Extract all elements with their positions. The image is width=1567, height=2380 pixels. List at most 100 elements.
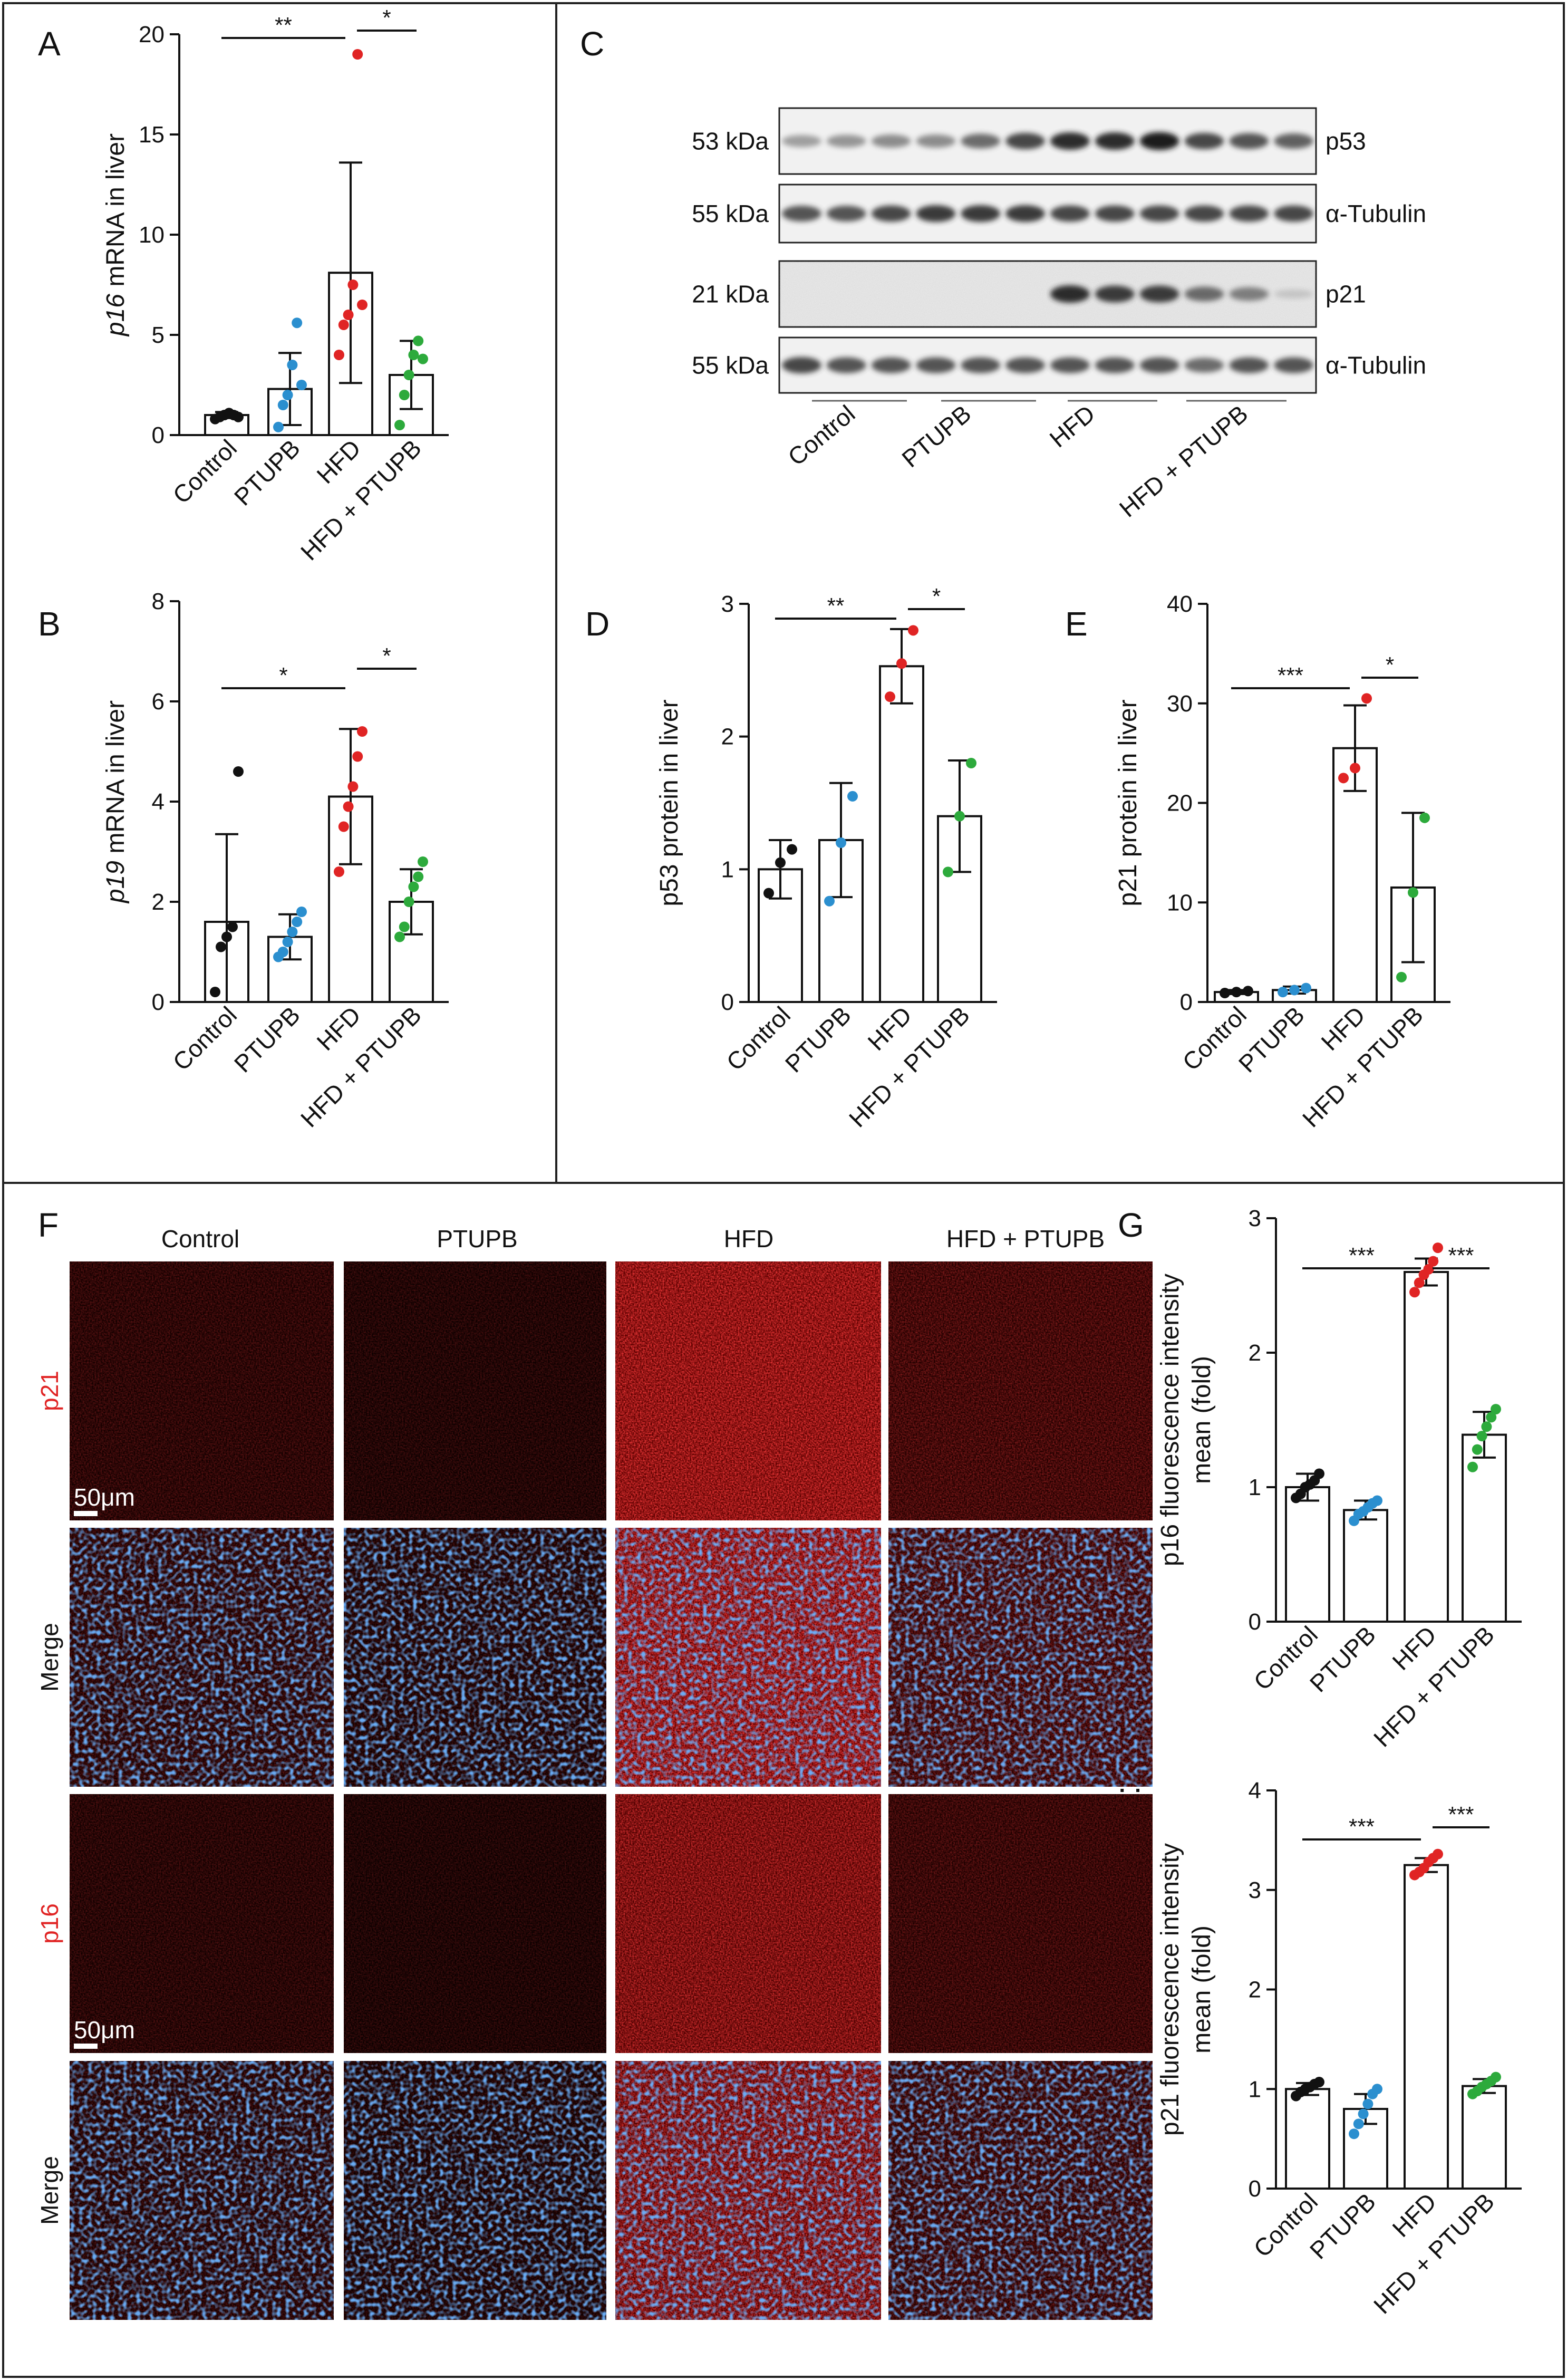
y-tick-label: 30 bbox=[1167, 691, 1193, 717]
blot-band bbox=[1050, 357, 1090, 373]
y-tick-label: 4 bbox=[1249, 1778, 1261, 1804]
blot-band bbox=[826, 206, 866, 221]
data-point bbox=[824, 895, 835, 907]
micrograph-frame bbox=[886, 1259, 1155, 1523]
significance-label: *** bbox=[1278, 663, 1303, 688]
micrograph-signal bbox=[887, 1260, 1154, 1521]
data-point bbox=[1419, 812, 1430, 823]
y-axis-label: p21 fluorescence intensity bbox=[1156, 1843, 1184, 2136]
data-point bbox=[343, 801, 354, 812]
data-point bbox=[357, 726, 367, 737]
data-point bbox=[1338, 773, 1349, 784]
y-axis-label-text: p53 protein in liver bbox=[655, 699, 683, 906]
molecular-weight-label: 55 kDa bbox=[692, 200, 769, 227]
data-point bbox=[216, 941, 226, 952]
scale-bar-label: 50μm bbox=[74, 2016, 135, 2044]
y-tick-label: 3 bbox=[1249, 1206, 1261, 1231]
data-point bbox=[287, 927, 298, 937]
x-tick-label: Control bbox=[167, 434, 242, 509]
data-point bbox=[334, 866, 344, 877]
data-point bbox=[394, 420, 405, 430]
protein-label: α-Tubulin bbox=[1326, 200, 1426, 227]
blot-band bbox=[1095, 285, 1135, 303]
blot-band bbox=[1139, 357, 1179, 373]
data-point bbox=[413, 335, 424, 346]
y-tick-label: 4 bbox=[152, 789, 165, 815]
data-point bbox=[413, 871, 424, 882]
micrograph-nuclei bbox=[69, 2060, 335, 2321]
y-tick-label: 8 bbox=[152, 589, 165, 614]
y-tick-label: 1 bbox=[721, 856, 734, 882]
y-tick-label: 2 bbox=[1249, 1977, 1261, 2003]
x-tick-label: HFD bbox=[311, 434, 366, 489]
data-point bbox=[343, 310, 354, 320]
micrograph-frame bbox=[613, 1792, 883, 2055]
data-point bbox=[943, 866, 953, 878]
data-point bbox=[408, 881, 419, 892]
blot-strip bbox=[778, 184, 1317, 244]
blot-band bbox=[871, 205, 911, 222]
data-point bbox=[1491, 1404, 1501, 1415]
micrograph-frame bbox=[342, 2059, 608, 2322]
data-point bbox=[338, 320, 349, 330]
blot-band bbox=[1050, 285, 1090, 303]
data-point bbox=[1220, 988, 1230, 999]
y-tick-label: 0 bbox=[152, 422, 165, 448]
data-point bbox=[221, 931, 232, 942]
data-point bbox=[836, 837, 846, 848]
micrograph-signal bbox=[69, 1260, 335, 1521]
micrograph-signal bbox=[343, 1260, 607, 1521]
column-label: HFD bbox=[724, 1225, 774, 1252]
x-tick-label: PTUPB bbox=[1304, 2188, 1381, 2264]
blot-band bbox=[1184, 205, 1224, 222]
blot-band bbox=[782, 135, 821, 147]
blot-band bbox=[1274, 133, 1313, 149]
blot-band bbox=[1095, 132, 1135, 150]
data-point bbox=[775, 857, 786, 868]
y-tick-label: 0 bbox=[721, 989, 734, 1015]
x-tick-label: PTUPB bbox=[1233, 1001, 1310, 1077]
data-point bbox=[1472, 1444, 1483, 1455]
data-point bbox=[1358, 2108, 1369, 2119]
data-point bbox=[277, 947, 288, 957]
micrograph-signal bbox=[343, 1793, 607, 2054]
blot-band bbox=[961, 205, 1001, 222]
bar-2 bbox=[1404, 1864, 1449, 2190]
data-point bbox=[352, 751, 363, 762]
blot-band bbox=[1005, 133, 1045, 149]
data-point bbox=[1314, 2077, 1324, 2088]
blot-band bbox=[782, 357, 821, 373]
scale-bar bbox=[74, 1511, 98, 1516]
blot-band bbox=[1050, 132, 1090, 150]
y-axis-label-text: mRNA in liver bbox=[102, 700, 130, 861]
scale-bar bbox=[74, 2044, 98, 2049]
significance-label: * bbox=[1386, 652, 1394, 677]
blot-band bbox=[1139, 132, 1179, 150]
significance-label: *** bbox=[1349, 1814, 1375, 1839]
data-point bbox=[1372, 2084, 1382, 2095]
data-point bbox=[1409, 1287, 1420, 1298]
blot-band bbox=[826, 134, 866, 148]
blot-band bbox=[1139, 205, 1179, 222]
y-axis-label-gene: p19 bbox=[102, 861, 130, 904]
blot-strip bbox=[778, 107, 1317, 175]
blot-band bbox=[871, 134, 911, 148]
micrograph-frame bbox=[342, 1526, 608, 1789]
bar-3 bbox=[1462, 2085, 1507, 2190]
data-point bbox=[1396, 971, 1407, 982]
significance-label: * bbox=[279, 663, 287, 688]
data-point bbox=[418, 353, 428, 364]
y-tick-label: 0 bbox=[152, 989, 165, 1015]
blot-band bbox=[961, 357, 1001, 373]
blot-band bbox=[782, 206, 821, 221]
data-point bbox=[403, 370, 414, 380]
data-point bbox=[1433, 1242, 1443, 1254]
micrograph-signal bbox=[614, 1260, 882, 1521]
y-tick-label: 20 bbox=[1167, 791, 1193, 816]
blot-band bbox=[1229, 205, 1269, 222]
x-tick-label: PTUPB bbox=[1304, 1621, 1381, 1697]
micrograph-frame bbox=[886, 2059, 1155, 2322]
data-point bbox=[1476, 1431, 1487, 1442]
blot-band bbox=[1005, 357, 1045, 373]
significance-label: *** bbox=[1448, 1243, 1474, 1268]
